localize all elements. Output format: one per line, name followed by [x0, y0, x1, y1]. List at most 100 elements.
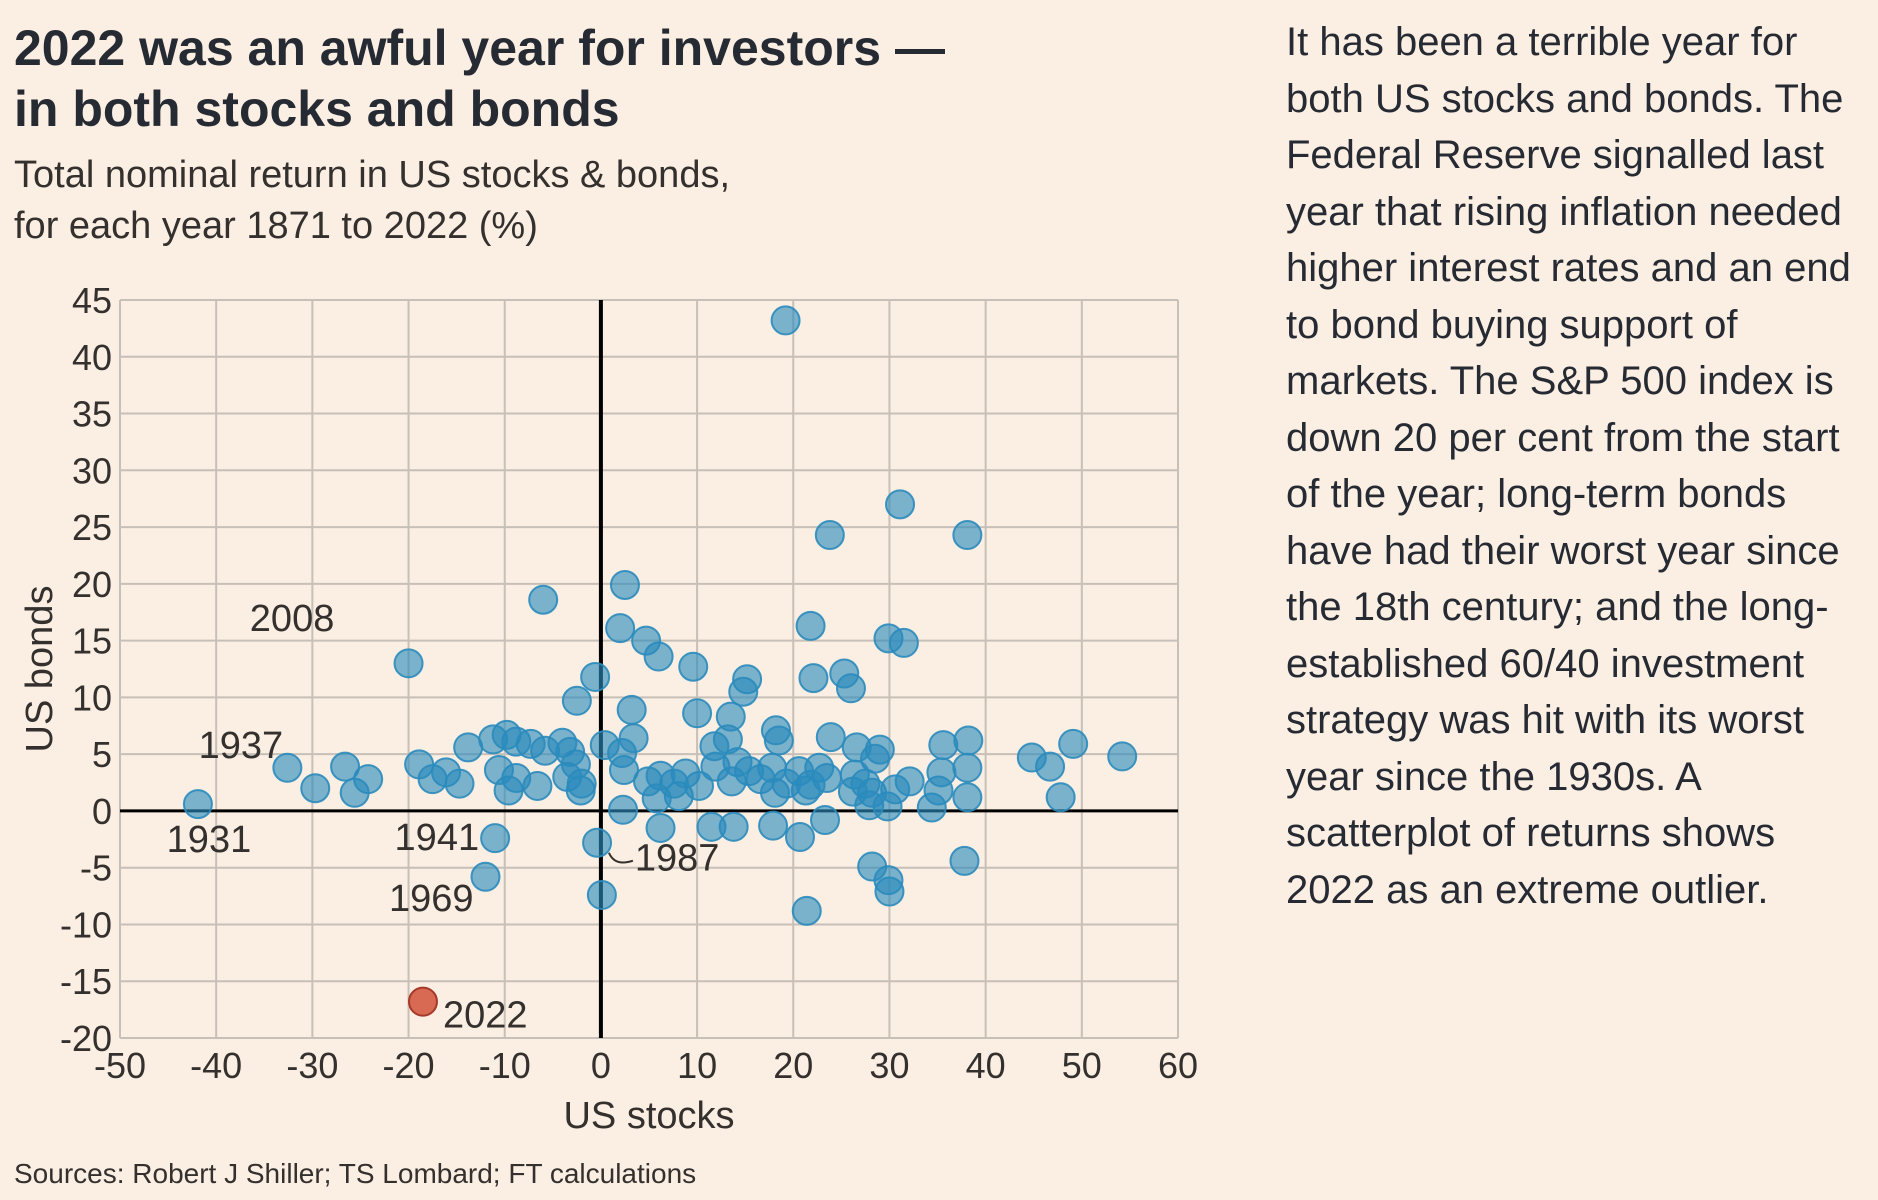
data-point — [582, 827, 613, 858]
y-tick-label: -5 — [80, 848, 112, 889]
data-point — [1107, 741, 1138, 772]
y-tick-label: 0 — [92, 791, 112, 832]
data-point — [791, 895, 822, 926]
commentary-text: It has been a terrible year for both US … — [1286, 20, 1851, 912]
grid-lines — [119, 299, 1179, 1039]
data-point — [952, 520, 983, 551]
data-point — [758, 810, 789, 841]
data-point — [885, 489, 916, 520]
data-point — [728, 676, 759, 707]
annotation-2022: 2022 — [443, 995, 528, 1037]
data-point — [1045, 782, 1076, 813]
x-tick-label: -20 — [383, 1045, 435, 1086]
data-point — [272, 752, 303, 783]
annotation-2008: 2008 — [250, 598, 335, 640]
y-tick-label: 5 — [92, 734, 112, 775]
data-point — [561, 685, 592, 716]
annotation-1937: 1937 — [199, 725, 284, 767]
data-point — [470, 861, 501, 892]
x-tick-label: 30 — [869, 1045, 909, 1086]
data-point — [586, 879, 617, 910]
x-tick-label: -30 — [286, 1045, 338, 1086]
chart-title-line-2: in both stocks and bonds — [14, 81, 620, 137]
zero-axes — [120, 300, 1178, 1038]
x-tick-label: 20 — [773, 1045, 813, 1086]
data-point — [339, 777, 370, 808]
data-point — [718, 811, 749, 842]
chart-subtitle-line-2: for each year 1871 to 2022 (%) — [14, 205, 538, 247]
data-point — [815, 722, 846, 753]
data-point — [609, 569, 640, 600]
annotation-1931: 1931 — [167, 819, 252, 861]
x-tick-label: -40 — [190, 1045, 242, 1086]
data-point — [480, 823, 511, 854]
data-point — [835, 673, 866, 704]
x-tick-label: -50 — [94, 1045, 146, 1086]
data-point — [874, 876, 905, 907]
x-tick-label: 60 — [1158, 1045, 1198, 1086]
x-tick-label: 10 — [677, 1045, 717, 1086]
data-point — [393, 648, 424, 679]
scatter-chart: -50 -40 -30 -20 -10 0 10 20 30 40 50 60454035302520… — [19, 280, 1198, 1137]
data-point — [608, 755, 639, 786]
data-point — [565, 775, 596, 806]
data-point — [330, 751, 361, 782]
annotation-1941: 1941 — [395, 817, 480, 859]
data-point — [953, 725, 984, 756]
data-point — [663, 781, 694, 812]
y-tick-label: 10 — [72, 677, 112, 718]
data-point — [678, 651, 709, 682]
x-tick-label: 0 — [591, 1045, 611, 1086]
annotations: 2008 1937 1931 1941 1969 1987 2022 — [167, 598, 720, 1037]
x-tick-label: -10 — [479, 1045, 531, 1086]
x-tick-label: 50 — [1062, 1045, 1102, 1086]
chart-subtitle-line-1: Total nominal return in US stocks & bond… — [14, 154, 731, 196]
y-tick-label: 25 — [72, 507, 112, 548]
data-point — [872, 791, 903, 822]
annotation-leader-1987 — [607, 852, 634, 864]
chart-title-line-1: 2022 was an awful year for investors — — [14, 20, 945, 76]
data-point — [1035, 751, 1066, 782]
data-point — [795, 610, 826, 641]
annotation-1969: 1969 — [389, 878, 474, 920]
source-note: Sources: Robert J Shiller; TS Lombard; F… — [14, 1158, 697, 1189]
data-point — [417, 764, 448, 795]
data-point — [864, 734, 895, 765]
y-tick-label: -10 — [60, 904, 112, 945]
data-point — [444, 768, 475, 799]
highlight-point — [407, 986, 438, 1017]
data-point — [645, 812, 676, 843]
y-tick-label: 40 — [72, 337, 112, 378]
data-point — [894, 766, 925, 797]
data-points — [182, 305, 1138, 1017]
data-point — [522, 770, 553, 801]
tick-labels: -50 -40 -30 -20 -10 0 10 20 30 40 50 60454035302520… — [60, 280, 1198, 1086]
data-point — [949, 845, 980, 876]
data-point — [643, 641, 674, 672]
data-point — [814, 520, 845, 551]
data-point — [608, 794, 639, 825]
data-point — [928, 730, 959, 761]
y-tick-label: 30 — [72, 450, 112, 491]
data-point — [182, 789, 213, 820]
data-point — [952, 752, 983, 783]
y-tick-label: 15 — [72, 621, 112, 662]
y-tick-label: -20 — [60, 1018, 112, 1059]
data-point — [682, 698, 713, 729]
data-point — [888, 627, 919, 658]
y-tick-label: 45 — [72, 280, 112, 321]
y-tick-label: 35 — [72, 394, 112, 435]
chart-subtitle: Total nominal return in US stocks & bond… — [14, 150, 1014, 252]
data-point — [785, 822, 816, 853]
data-point — [952, 782, 983, 813]
data-point — [810, 805, 841, 836]
data-point — [759, 777, 790, 808]
data-point — [300, 773, 331, 804]
annotation-1987: 1987 — [635, 838, 720, 880]
data-point — [493, 775, 524, 806]
data-point — [770, 305, 801, 336]
data-point — [616, 694, 647, 725]
chart-title: 2022 was an awful year for investors — i… — [14, 18, 1214, 140]
data-point — [618, 723, 649, 754]
data-point — [528, 584, 559, 615]
